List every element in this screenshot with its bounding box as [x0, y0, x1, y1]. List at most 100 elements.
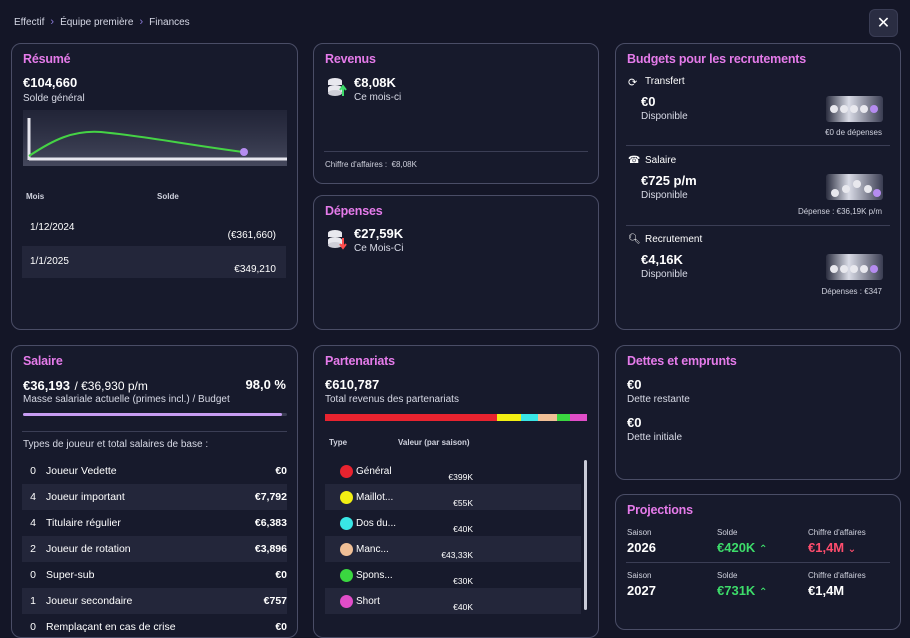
salaire-label: Masse salariale actuelle (primes incl.) … [23, 394, 230, 405]
budgets-card: Budgets pour les recrutements ⟳ Transfer… [615, 43, 901, 330]
list-item: 2 Joueur de rotation €3,896 [22, 536, 287, 562]
depenses-card: Dépenses €27,59K Ce Mois-Ci [313, 195, 599, 330]
budget-salaire-name: Salaire [645, 155, 677, 166]
partner-name: Manc... [356, 543, 389, 555]
list-item: Maillot... €55K [325, 484, 581, 510]
chevron-right-icon: › [139, 16, 144, 28]
partner-value: €55K [453, 498, 473, 508]
color-dot-icon [340, 568, 353, 582]
list-item: 1 Joueur secondaire €757 [22, 588, 287, 614]
coins-down-icon [328, 230, 347, 250]
salaire-progress-bar [23, 413, 287, 416]
partenariats-bar-segment [497, 414, 522, 421]
partner-value: €30K [453, 576, 473, 586]
proj-revenue-label: Chiffre d'affaires [808, 528, 866, 537]
breadcrumb: Effectif › Équipe première › Finances [14, 16, 190, 28]
salaire-amount: €36,193 / €36,930 p/m [23, 378, 148, 393]
proj-season-label: Saison [627, 571, 652, 580]
budget-recrutement-note: Dépenses : €347 [821, 287, 883, 296]
revenus-label: Ce mois-ci [354, 92, 402, 103]
partner-name: Général [356, 465, 392, 477]
budgets-title: Budgets pour les recrutements [627, 52, 806, 66]
budget-recrutement-indicator [826, 254, 883, 280]
close-icon: ✕ [876, 15, 891, 32]
list-item: Manc... €43,33K [325, 536, 581, 562]
dettes-initial-label: Dette initiale [627, 432, 683, 443]
partenariats-bar-segment [538, 414, 558, 421]
color-dot-icon [340, 594, 353, 608]
budget-transfert-label: Disponible [641, 111, 688, 122]
revenus-card: Revenus €8,08K Ce mois-ci Chiffre d'affa… [313, 43, 599, 184]
col-balance: Solde [157, 192, 179, 201]
list-item: 0 Joueur Vedette €0 [30, 465, 287, 477]
projections-title: Projections [627, 503, 693, 517]
partenariats-list[interactable]: Général €399K Maillot... €55K Dos du... €40K M… [325, 458, 581, 628]
dettes-remaining: €0 [627, 377, 642, 392]
partenariats-bar-segment [325, 414, 498, 421]
revenus-value: €8,08K [354, 75, 396, 90]
proj-balance-label: Solde [717, 571, 738, 580]
color-dot-icon [340, 490, 353, 504]
budget-recrutement-value: €4,16K [641, 252, 683, 267]
close-button[interactable]: ✕ [869, 9, 898, 37]
depenses-title: Dépenses [325, 204, 383, 218]
proj-season-label: Saison [627, 528, 652, 537]
budget-recrutement-label: Disponible [641, 269, 688, 280]
proj-balance-label: Solde [717, 528, 738, 537]
partenariats-total-label: Total revenus des partenariats [325, 394, 459, 405]
proj-revenue-2026: €1,4M ⌄ [808, 540, 857, 555]
breadcrumb-finances: Finances [149, 16, 190, 28]
partenariats-bar-segment [557, 414, 570, 421]
budget-transfert-name: Transfert [645, 76, 685, 87]
partner-value: €43,33K [441, 550, 473, 560]
list-item: Spons... €30K [325, 562, 581, 588]
partner-value: €40K [453, 602, 473, 612]
partenariats-title: Partenariats [325, 354, 395, 368]
partner-name: Dos du... [356, 517, 397, 529]
resume-card: Résumé €104,660 Solde général Mois Solde… [11, 43, 298, 330]
partner-name: Spons... [356, 569, 393, 581]
list-item: Dos du... €40K [325, 510, 581, 536]
partenariats-bar-segment [521, 414, 539, 421]
partenariats-bar-segment [569, 414, 588, 421]
budget-salaire-indicator [826, 174, 883, 200]
partner-value: €40K [453, 524, 473, 534]
resume-balance: €104,660 [23, 75, 78, 90]
col-month: Mois [26, 192, 45, 201]
refresh-icon: ⟳ [628, 77, 638, 89]
budget-transfert-note: €0 de dépenses [825, 128, 882, 137]
budget-transfert-value: €0 [641, 94, 656, 109]
color-dot-icon [340, 516, 353, 530]
budget-salaire-label: Disponible [641, 190, 688, 201]
proj-season-2026: 2026 [627, 540, 656, 555]
partner-name: Maillot... [356, 491, 394, 503]
proj-balance-2026: €420K ⌃ [717, 540, 768, 555]
list-item: 0 Super-sub €0 [30, 569, 287, 581]
list-item: 0 Remplaçant en cas de crise €0 [30, 621, 287, 633]
breadcrumb-effectif[interactable]: Effectif [14, 16, 45, 28]
scrollbar-thumb[interactable] [584, 460, 587, 610]
resume-title: Résumé [23, 52, 71, 66]
partenariats-total: €610,787 [325, 377, 380, 392]
chevron-right-icon: › [50, 16, 55, 28]
coins-up-icon [328, 78, 347, 96]
budget-salaire-note: Dépense : €36,19K p/m [797, 207, 882, 216]
color-dot-icon [340, 542, 353, 556]
proj-revenue-2027: €1,4M [808, 583, 845, 598]
dettes-card: Dettes et emprunts €0 Dette restante €0 … [615, 345, 901, 480]
breadcrumb-equipe[interactable]: Équipe première [60, 16, 134, 28]
revenus-footer: Chiffre d'affaires : €8,08K [325, 160, 417, 169]
chevron-up-icon: ⌃ [758, 587, 768, 598]
depenses-label: Ce Mois-Ci [354, 243, 404, 254]
list-item: Général €399K [325, 458, 581, 484]
resume-balance-label: Solde général [23, 93, 85, 104]
col-value: Valeur (par saison) [398, 438, 470, 447]
partenariats-card: Partenariats €610,787 Total revenus des … [313, 345, 599, 638]
salaire-card: Salaire €36,193 / €36,930 p/m 98,0 % Mas… [11, 345, 298, 638]
budget-salaire-value: €725 p/m [641, 173, 697, 188]
balance-line-chart [23, 110, 287, 166]
dettes-remaining-label: Dette restante [627, 394, 690, 405]
proj-balance-2027: €731K ⌃ [717, 583, 768, 598]
list-item: Short €40K [325, 588, 581, 614]
proj-season-2027: 2027 [627, 583, 656, 598]
